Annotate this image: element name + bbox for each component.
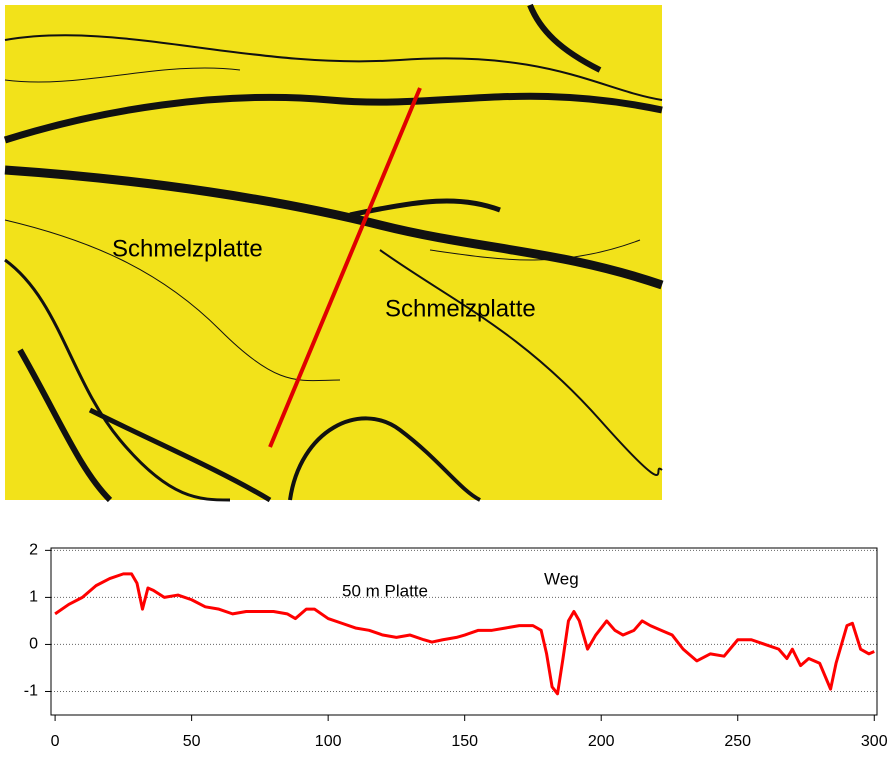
x-tick-label: 100 xyxy=(315,733,342,750)
x-tick-label: 0 xyxy=(51,733,60,750)
y-tick-label: 2 xyxy=(29,542,38,559)
y-tick-label: -1 xyxy=(24,683,38,700)
x-tick-label: 200 xyxy=(588,733,615,750)
y-tick-label: 1 xyxy=(29,589,38,606)
x-tick-label: 150 xyxy=(451,733,478,750)
y-tick-label: 0 xyxy=(29,636,38,653)
x-tick-label: 250 xyxy=(724,733,751,750)
data-line xyxy=(55,574,874,694)
x-tick-label: 50 xyxy=(183,733,201,750)
plot-frame xyxy=(51,548,877,715)
figure: Schmelzplatte Schmelzplatte 2 1 0 -1 0 50 100 1… xyxy=(0,0,893,758)
profile-chart: 2 1 0 -1 0 50 100 150 200 250 300 50 m Platte Weg xyxy=(24,542,888,751)
map: Schmelzplatte Schmelzplatte xyxy=(5,5,662,500)
map-label: Schmelzplatte xyxy=(112,235,263,262)
map-label: Schmelzplatte xyxy=(385,295,536,322)
page: {"map": {"labels": ["Schmelzplatte", "Sc… xyxy=(0,0,893,763)
x-tick-label: 300 xyxy=(861,733,888,750)
annotation: 50 m Platte xyxy=(342,581,428,600)
annotation: Weg xyxy=(544,569,579,588)
